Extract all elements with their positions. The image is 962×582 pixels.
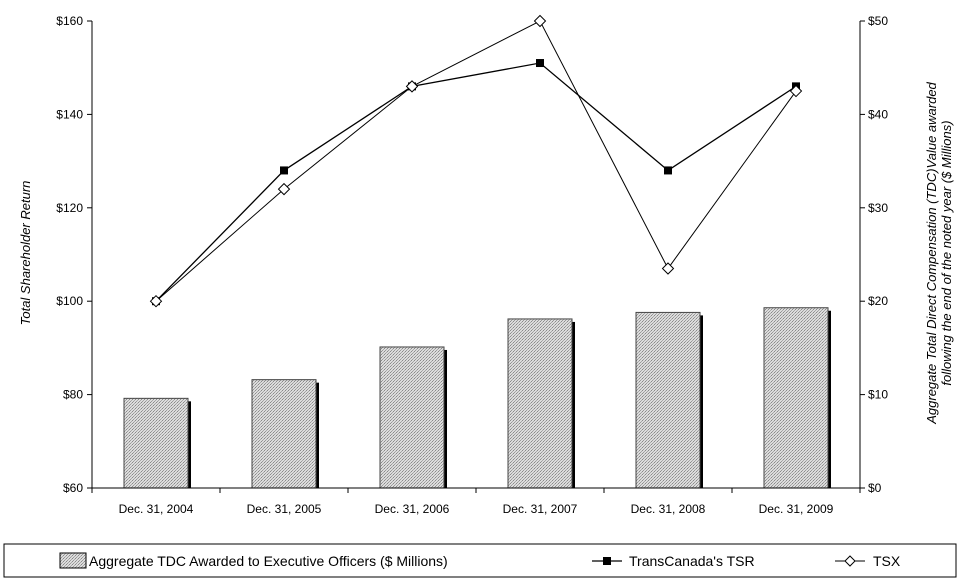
tsx-point (533, 14, 547, 28)
left-tick-label: $140 (56, 107, 83, 121)
left-tick-label: $160 (56, 14, 83, 28)
left-tick-label: $60 (63, 481, 83, 495)
legend: Aggregate TDC Awarded to Executive Offic… (3, 543, 957, 578)
x-tick-label: Dec. 31, 2004 (119, 502, 194, 516)
line-series (149, 14, 803, 308)
bar-series-tdc (123, 307, 831, 489)
right-tick-label: $20 (868, 294, 888, 308)
right-axis-title-line2: following the end of the noted year ($ M… (939, 120, 954, 385)
tsx-point (661, 262, 675, 275)
legend-marker-diamond (844, 555, 856, 567)
tsx-point (789, 84, 803, 98)
left-tick-label: $100 (56, 294, 83, 308)
tsx-point (277, 182, 291, 196)
bar (123, 397, 189, 489)
right-tick-label: $30 (868, 201, 888, 215)
tsx-line (155, 20, 797, 302)
left-tick-label: $120 (56, 201, 83, 215)
transcanada-point (536, 59, 544, 68)
right-tick-label: $0 (868, 481, 882, 495)
legend-marker-square (603, 557, 611, 565)
right-tick-label: $40 (868, 107, 888, 121)
tsx-point (405, 80, 419, 93)
legend-label-transcanada: TransCanada's TSR (629, 553, 755, 569)
tsx-point (149, 294, 163, 308)
x-tick-label: Dec. 31, 2009 (759, 502, 834, 516)
bar (251, 379, 317, 489)
legend-swatch-tdc-bar (59, 552, 87, 569)
right-tick-label: $10 (868, 388, 888, 402)
x-tick-label: Dec. 31, 2005 (247, 502, 322, 516)
legend-label-tsx: TSX (873, 553, 901, 569)
bar (635, 311, 701, 489)
right-tick-label: $50 (868, 14, 888, 28)
bar (763, 307, 829, 489)
x-tick-label: Dec. 31, 2008 (631, 502, 706, 516)
left-axis-title: Total Shareholder Return (18, 181, 33, 326)
x-tick-label: Dec. 31, 2006 (375, 502, 450, 516)
x-tick-label: Dec. 31, 2007 (503, 502, 578, 516)
axes: $60 $80 $100 $120 $140 $160 $0 $10 $20 $30 $40 $50 D… (56, 14, 888, 516)
transcanada-point (280, 166, 288, 175)
legend-label-tdc: Aggregate TDC Awarded to Executive Offic… (89, 553, 448, 569)
legend-box (3, 543, 957, 578)
left-tick-label: $80 (63, 388, 83, 402)
bar (507, 318, 573, 489)
bar (379, 346, 445, 489)
right-axis-title-line1: Aggregate Total Direct Compensation (TDC… (924, 81, 939, 424)
transcanada-point (664, 166, 672, 175)
transcanada-tsr-line (155, 62, 797, 302)
